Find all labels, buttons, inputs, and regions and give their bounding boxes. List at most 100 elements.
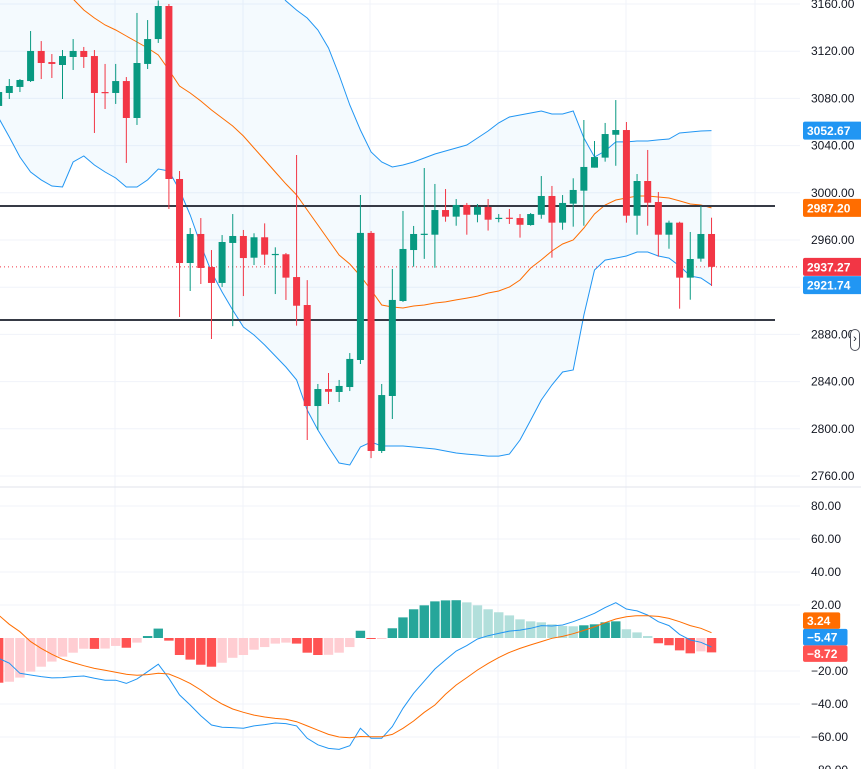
candle[interactable] [654, 191, 662, 257]
candle[interactable] [133, 12, 141, 125]
candle[interactable] [495, 214, 503, 223]
candle[interactable] [580, 119, 588, 226]
candle[interactable] [516, 214, 524, 238]
candle[interactable] [644, 149, 652, 226]
histogram-bar [249, 638, 259, 650]
candle[interactable] [218, 235, 226, 287]
candle[interactable] [16, 79, 24, 93]
candle[interactable] [537, 176, 545, 219]
candle[interactable] [388, 269, 396, 420]
candle[interactable] [112, 63, 120, 104]
candle[interactable] [708, 217, 716, 287]
macd-value-tag-label: −8.72 [807, 647, 838, 661]
histogram-bar [79, 638, 89, 649]
candle[interactable] [271, 247, 279, 295]
histogram-bar [206, 638, 217, 667]
candle[interactable] [452, 199, 460, 226]
candle[interactable] [622, 122, 630, 223]
candle[interactable] [442, 189, 450, 222]
histogram-bar [515, 619, 525, 638]
price-tick-label: 2760.00 [811, 469, 855, 483]
price-tag: 2987.20 [803, 198, 861, 217]
candle[interactable] [90, 50, 98, 133]
candle[interactable] [473, 204, 481, 223]
candle[interactable] [27, 31, 35, 82]
candle[interactable] [505, 208, 513, 224]
candle-body [133, 63, 141, 118]
candle[interactable] [239, 229, 247, 297]
candle[interactable] [176, 170, 184, 318]
candle-body [569, 189, 577, 204]
candle[interactable] [686, 231, 694, 300]
candle[interactable] [633, 174, 641, 235]
candle[interactable] [612, 100, 620, 166]
candle[interactable] [229, 214, 237, 327]
histogram-bar [0, 638, 4, 683]
candle[interactable] [665, 220, 673, 249]
price-axis[interactable]: 3160.00 3120.00 3080.00 3040.00 3000.00 2960.… [803, 0, 861, 769]
scale-handle[interactable]: › [850, 329, 860, 351]
histogram-bar [153, 628, 163, 638]
bollinger-band-fill [0, 0, 712, 466]
candle[interactable] [601, 122, 609, 162]
candle[interactable] [0, 87, 3, 111]
candle-body [293, 277, 301, 306]
candle[interactable] [48, 54, 56, 78]
candle[interactable] [59, 50, 66, 99]
candle[interactable] [410, 225, 418, 267]
candle[interactable] [186, 227, 194, 291]
bollinger-lower-line [0, 119, 712, 466]
macd-pane[interactable] [0, 600, 717, 750]
candle-body [90, 56, 98, 93]
candle[interactable] [559, 195, 567, 230]
candle[interactable] [282, 252, 290, 300]
candle[interactable] [356, 195, 364, 365]
candle[interactable] [325, 372, 332, 405]
candle[interactable] [80, 46, 88, 68]
price-pane[interactable] [0, 0, 800, 466]
candle-body [484, 206, 492, 220]
candle[interactable] [314, 383, 322, 430]
candle[interactable] [303, 280, 311, 441]
candle[interactable] [207, 250, 215, 340]
candle[interactable] [420, 168, 428, 259]
candle[interactable] [154, 0, 162, 43]
candle[interactable] [676, 221, 684, 309]
candle[interactable] [250, 233, 258, 266]
histogram-bar [36, 638, 46, 667]
candle[interactable] [484, 199, 492, 231]
histogram-bar [238, 638, 249, 655]
candle[interactable] [335, 379, 343, 403]
candle[interactable] [122, 77, 130, 163]
candle[interactable] [548, 185, 556, 258]
candle[interactable] [144, 20, 152, 70]
candle[interactable] [197, 218, 205, 285]
candle[interactable] [527, 212, 535, 226]
candle[interactable] [293, 155, 301, 326]
candle[interactable] [101, 63, 109, 110]
candle-body [27, 50, 35, 82]
candle[interactable] [261, 223, 269, 266]
histogram-bar [408, 609, 419, 638]
candle[interactable] [367, 231, 375, 459]
candle-body [612, 130, 620, 135]
candle[interactable] [569, 178, 577, 227]
candle[interactable] [165, 4, 173, 209]
price-tag: 3052.67 [803, 121, 861, 140]
candle[interactable] [69, 39, 77, 70]
histogram-bar [323, 638, 334, 655]
candle[interactable] [463, 202, 471, 235]
candle[interactable] [431, 183, 439, 268]
candle-body [367, 232, 375, 451]
candle[interactable] [346, 353, 354, 392]
candle[interactable] [399, 210, 407, 302]
candle[interactable] [5, 79, 13, 99]
macd-tick-label: −60.00 [811, 730, 848, 744]
candle[interactable] [37, 41, 45, 80]
macd-tick-label: −20.00 [811, 664, 848, 678]
candle-body [80, 50, 88, 57]
candle[interactable] [378, 383, 386, 453]
candle[interactable] [697, 206, 705, 262]
candle[interactable] [591, 140, 598, 168]
